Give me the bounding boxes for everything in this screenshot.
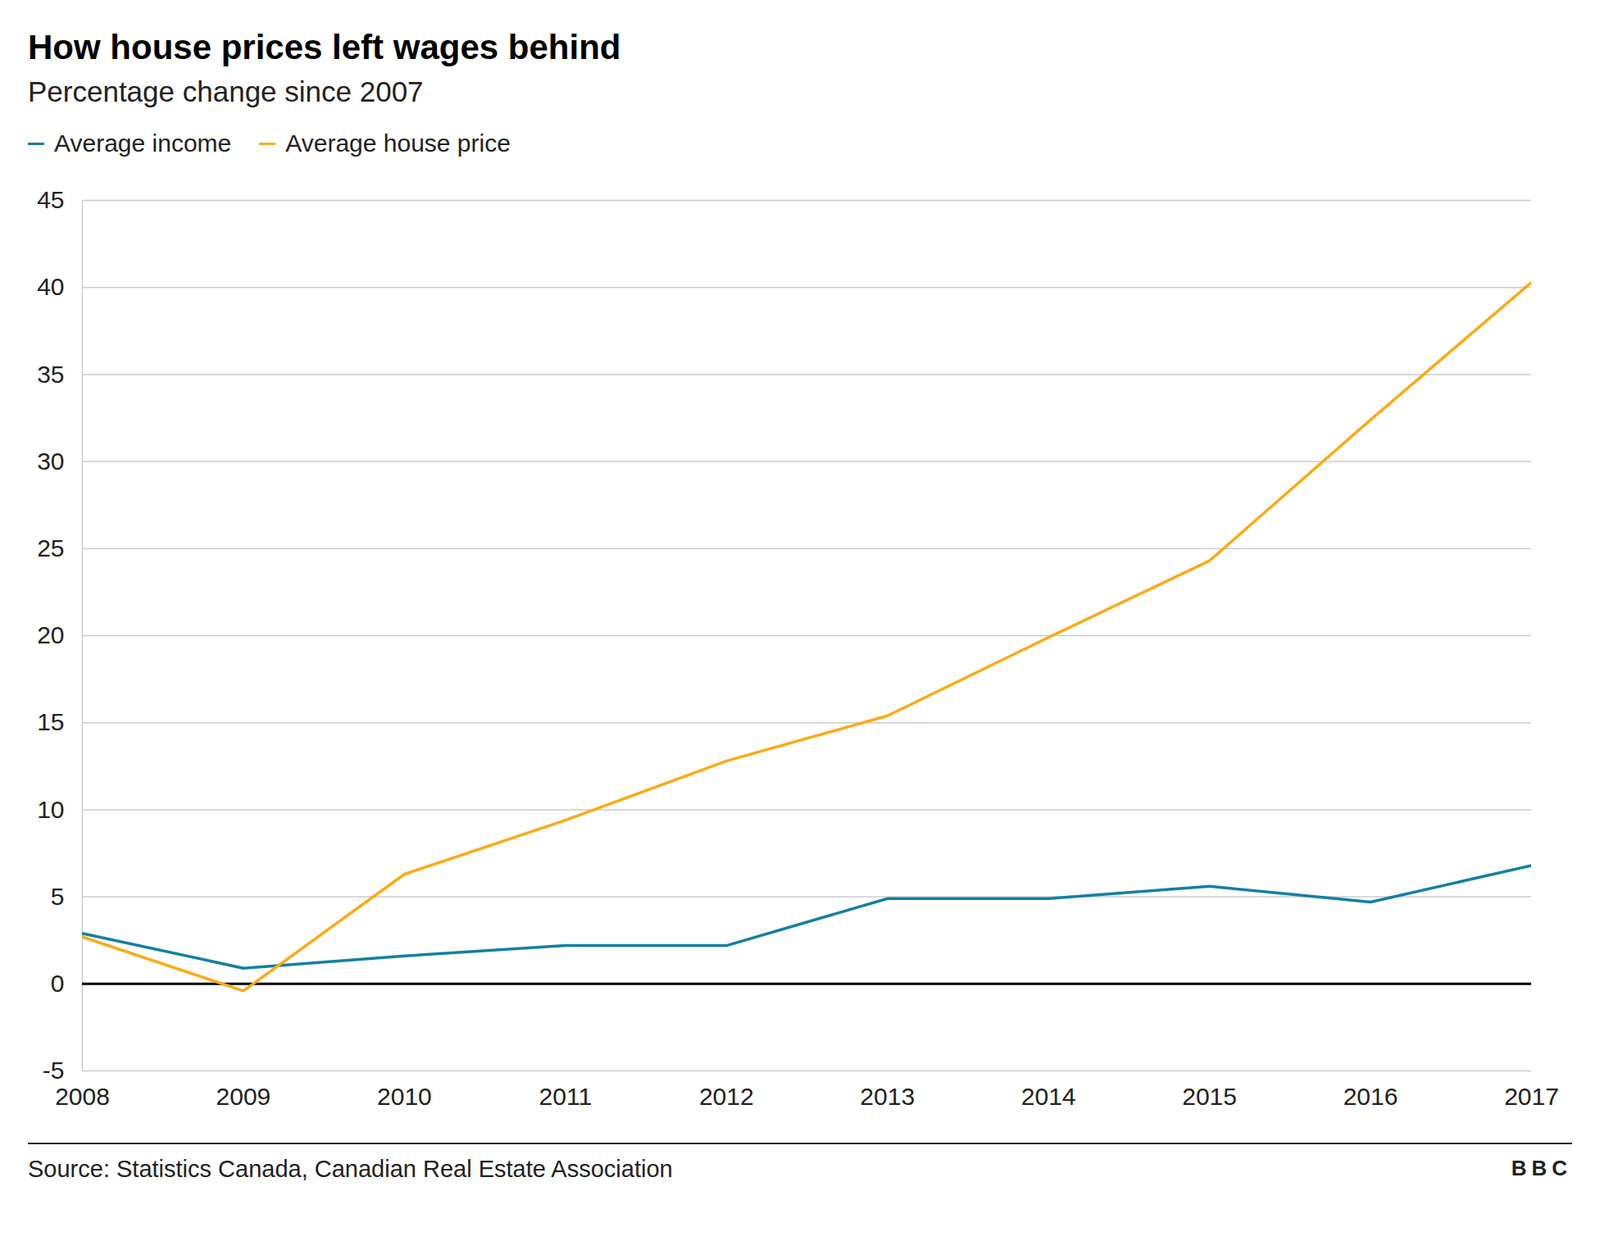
svg-text:15: 15 — [36, 708, 64, 736]
html-text:How house prices left wages be: How house prices left wages behind — [27, 27, 621, 67]
svg-text:35: 35 — [36, 360, 64, 388]
svg-text:2016: 2016 — [1343, 1082, 1399, 1110]
svg-text:2010: 2010 — [377, 1082, 432, 1110]
svg-text:40: 40 — [36, 272, 64, 300]
svg-text:30: 30 — [36, 447, 64, 475]
svg-text:2011: 2011 — [539, 1082, 593, 1110]
html-text:Average house price: Average house price — [285, 129, 511, 157]
svg-text:45: 45 — [36, 186, 64, 214]
svg-text:2008: 2008 — [54, 1082, 110, 1110]
svg-text:2012: 2012 — [699, 1082, 755, 1110]
svg-text:2013: 2013 — [859, 1082, 915, 1110]
html-text:Source: Statistics Canada, Can: Source: Statistics Canada, Canadian Real… — [27, 1155, 673, 1182]
svg-text:25: 25 — [36, 534, 64, 562]
html-text:Average income: Average income — [54, 129, 232, 157]
svg-text:2015: 2015 — [1181, 1082, 1237, 1110]
svg-text:2009: 2009 — [216, 1082, 272, 1110]
svg-text:2017: 2017 — [1504, 1082, 1560, 1110]
html-text:BBC: BBC — [1511, 1155, 1573, 1181]
svg-text:0: 0 — [50, 969, 65, 997]
svg-text:20: 20 — [36, 621, 64, 649]
html-text:Percentage change since 2007: Percentage change since 2007 — [27, 75, 424, 108]
svg-text:5: 5 — [50, 882, 65, 910]
svg-text:10: 10 — [36, 795, 64, 823]
svg-text:-5: -5 — [42, 1056, 65, 1084]
svg-text:2014: 2014 — [1021, 1082, 1077, 1110]
